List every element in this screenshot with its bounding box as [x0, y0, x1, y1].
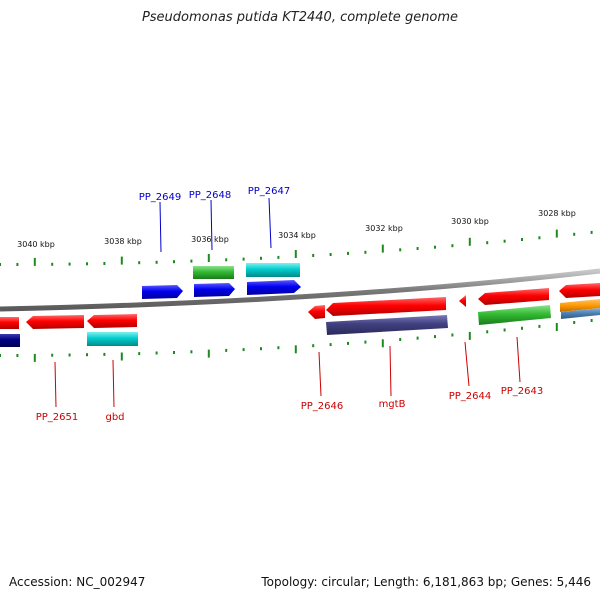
feature-track-lower: [0, 288, 600, 347]
gene-label-pp2648[interactable]: PP_2648: [189, 190, 232, 201]
gene-feature-cyan-b[interactable]: [87, 332, 138, 346]
gene-label-pp2651[interactable]: PP_2651: [36, 412, 79, 423]
scale-label-3034: 3034 kbp: [278, 231, 316, 240]
gene-feature-red-left-edge[interactable]: [0, 317, 19, 329]
scale-label-3038: 3038 kbp: [104, 237, 142, 246]
scale-ticks-top: [0, 229, 593, 266]
gene-feature-pp2647[interactable]: [247, 280, 301, 295]
gene-feature-red-pp2643[interactable]: [478, 288, 549, 305]
gene-label-pp2643[interactable]: PP_2643: [501, 386, 544, 397]
gene-feature-pp2651[interactable]: [26, 315, 84, 329]
gene-feature-steel[interactable]: [561, 308, 600, 319]
scale-ticks-bottom: [0, 319, 593, 362]
gene-label-pp2647[interactable]: PP_2647: [248, 186, 291, 197]
map-title: Pseudomonas putida KT2440, complete geno…: [141, 10, 459, 25]
gene-label-pp2644[interactable]: PP_2644: [449, 391, 492, 402]
gene-feature-pp2643[interactable]: [478, 305, 551, 325]
gene-label-gbd[interactable]: gbd: [105, 412, 124, 423]
gene-label-mgtb[interactable]: mgtB: [379, 399, 406, 410]
gene-feature-green-a[interactable]: [193, 266, 234, 279]
gene-feature-pp2648[interactable]: [194, 283, 235, 297]
scale-label-3040: 3040 kbp: [17, 240, 55, 249]
gene-feature-mgtb[interactable]: [326, 315, 448, 335]
scale-label-3032: 3032 kbp: [365, 224, 403, 233]
gene-feature-gbd[interactable]: [87, 314, 137, 328]
gene-feature-pp2646[interactable]: [308, 305, 325, 319]
gene-feature-cyan-a[interactable]: [246, 263, 300, 277]
accession-text: Accession: NC_002947: [9, 575, 146, 589]
gene-feature-pp2649[interactable]: [142, 285, 183, 299]
genome-summary-text: Topology: circular; Length: 6,181,863 bp…: [261, 575, 591, 589]
gene-feature-orange[interactable]: [560, 299, 600, 312]
scale-label-3036: 3036 kbp: [191, 235, 229, 244]
scale-label-3030: 3030 kbp: [451, 217, 489, 226]
gene-labels-bottom: PP_2651 gbd PP_2646 mgtB PP_2644 PP_2643: [36, 336, 544, 423]
gene-label-pp2646[interactable]: PP_2646: [301, 401, 344, 412]
gene-labels-top: PP_2649 PP_2648 PP_2647: [139, 186, 291, 253]
scale-label-3028: 3028 kbp: [538, 209, 576, 218]
gene-feature-red-mgtb[interactable]: [326, 297, 446, 316]
gene-feature-pp2644[interactable]: [459, 295, 466, 307]
feature-track-upper: [142, 263, 600, 299]
gene-feature-navy-left-edge[interactable]: [0, 334, 20, 347]
genome-backbone: [0, 268, 600, 312]
gene-label-pp2649[interactable]: PP_2649: [139, 192, 182, 203]
gene-feature-red-upper-c[interactable]: [559, 283, 600, 298]
